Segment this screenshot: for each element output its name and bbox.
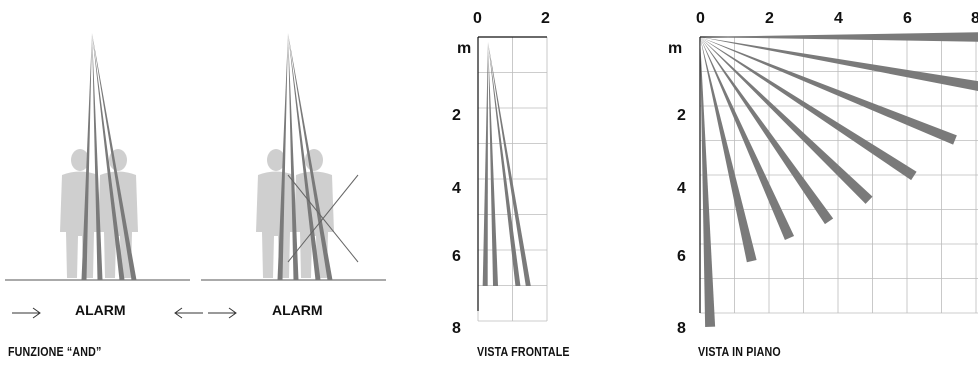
beam-1-2 [92,33,125,280]
plan-view-unit-label: m [668,40,683,57]
cross-line-b [287,174,359,263]
person-silhouette-2-a-body [256,171,296,278]
plan-beam-4 [700,37,873,204]
plan-beam-3 [700,37,917,181]
beam-1-3 [92,33,137,280]
person-silhouette-1-a-head [71,149,89,171]
alarm-label-1: ALARM [75,302,126,318]
front-beam-2 [488,42,521,286]
front-view-grid [477,36,548,322]
plan-beam-2 [700,37,957,145]
plan-view-y-tick-6: 6 [677,248,686,265]
plan-beam-8 [700,37,716,327]
front-view-y-tick-6: 6 [452,248,461,265]
beam-2-0 [277,33,288,280]
beam-1-0 [81,33,92,280]
and-panel-masked [201,33,386,319]
plan-view-x-tick-6: 6 [903,10,912,27]
plan-view-y-tick-4: 4 [677,180,686,197]
plan-view-beams [700,32,978,327]
plan-view-y-tick-2: 2 [677,107,686,124]
person-silhouette-2-a [256,149,296,278]
front-view-y-tick-4: 4 [452,180,461,197]
plan-view-x-tick-8: 8 [971,10,978,27]
plan-beam-6 [700,37,795,241]
and-function-caption: FUNZIONE “AND” [8,344,102,359]
front-view-y-tick-2: 2 [452,107,461,124]
front-beam-0 [482,42,488,286]
front-view-x-tick-2: 2 [541,10,550,27]
alarm-label-2: ALARM [272,302,323,318]
front-view-beams [482,42,531,286]
plan-view-y-tick-8: 8 [677,320,686,337]
person-silhouette-1-a [60,149,100,278]
plan-view-x-tick-4: 4 [834,10,843,27]
beam-2-1 [288,33,299,280]
plan-beam-7 [700,37,757,263]
front-view-caption: VISTA FRONTALE [477,344,570,359]
and-panel-normal [5,33,203,319]
plan-beam-1 [700,37,978,91]
plan-beam-0 [700,32,978,42]
plan-beam-5 [700,37,834,225]
arrow-left-icon [174,307,203,319]
front-beam-1 [488,42,499,286]
front-view-x-tick-0: 0 [473,10,482,27]
front-beam-3 [488,42,531,286]
person-silhouette-1-a-body [60,171,100,278]
plan-view-caption: VISTA IN PIANO [698,344,781,359]
plan-view-x-tick-0: 0 [696,10,705,27]
beam-2-3 [288,33,333,280]
arrow-right-icon [12,307,41,319]
front-view-y-tick-8: 8 [452,320,461,337]
person-silhouette-2-a-head [267,149,285,171]
plan-view-x-tick-2: 2 [765,10,774,27]
beam-2-2 [288,33,321,280]
arrow-right-icon [208,307,237,319]
beam-1-1 [92,33,103,280]
front-view-unit-label: m [457,40,472,57]
